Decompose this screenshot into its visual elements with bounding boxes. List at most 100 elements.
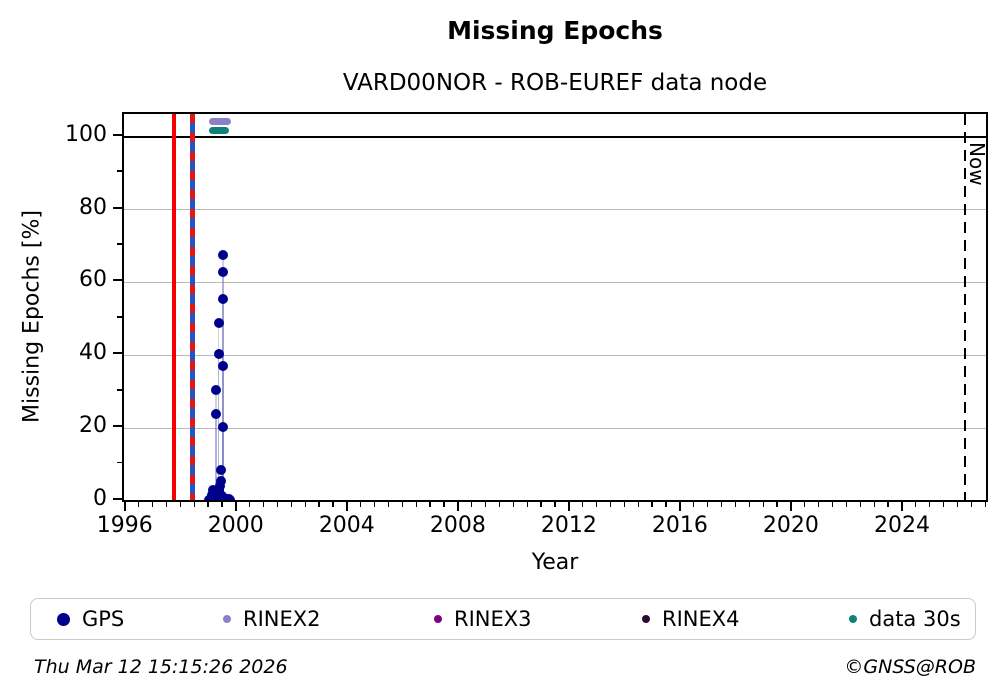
gps-connector	[222, 255, 224, 500]
x-minor-tick	[984, 502, 986, 507]
x-major-tick	[234, 502, 237, 511]
gps-point	[213, 348, 224, 359]
y-minor-tick	[117, 462, 122, 464]
x-minor-tick	[595, 502, 598, 507]
x-minor-tick	[179, 502, 181, 507]
x-minor-tick	[942, 502, 945, 507]
data-30s-marker-icon	[849, 615, 857, 623]
x-minor-tick	[401, 502, 403, 507]
legend-label-rinex2: RINEX2	[243, 606, 321, 631]
x-minor-tick	[415, 502, 417, 507]
x-minor-tick	[956, 502, 959, 507]
gps-connector	[222, 426, 224, 500]
gps-connector	[222, 298, 224, 500]
x-minor-tick	[373, 502, 376, 507]
event-line-blue	[189, 114, 195, 500]
copyright-text: ©GNSS@ROB	[844, 656, 976, 678]
x-minor-tick	[609, 502, 612, 507]
x-minor-tick	[665, 502, 667, 507]
x-minor-tick	[804, 502, 806, 507]
100-percent-line	[124, 135, 986, 138]
y-gridline	[124, 427, 986, 429]
x-major-tick	[900, 502, 903, 511]
y-major-tick	[113, 206, 122, 209]
x-minor-tick	[151, 502, 154, 507]
y-minor-tick	[117, 389, 122, 391]
y-major-tick	[113, 133, 122, 136]
gps-connector	[222, 271, 224, 500]
y-minor-tick	[117, 170, 122, 172]
x-minor-tick	[720, 502, 723, 507]
gps-connector	[222, 366, 224, 500]
x-minor-tick	[707, 502, 709, 507]
legend-item-gps: GPS	[57, 599, 124, 639]
x-minor-tick	[276, 502, 279, 507]
y-major-tick	[113, 279, 122, 282]
chart-title: Missing Epochs	[447, 16, 663, 45]
x-minor-tick	[318, 502, 320, 507]
timestamp-text: Thu Mar 12 15:15:26 2026	[34, 656, 288, 678]
x-minor-tick	[498, 502, 501, 507]
x-tick-label: 2004	[318, 513, 375, 538]
gps-point	[218, 250, 229, 261]
x-minor-tick	[429, 502, 431, 507]
y-tick-label: 40	[79, 340, 107, 366]
y-major-tick	[113, 352, 122, 355]
x-minor-tick	[526, 502, 528, 507]
rinex4-marker-icon	[642, 615, 650, 623]
chart-subtitle: VARD00NOR - ROB-EUREF data node	[342, 70, 768, 96]
gps-connector	[215, 390, 217, 500]
legend-item-rinex3: RINEX3	[434, 599, 532, 639]
x-minor-tick	[734, 502, 737, 507]
y-minor-tick	[117, 316, 122, 318]
x-tick-label: 2000	[207, 513, 264, 538]
x-major-tick	[567, 502, 570, 511]
x-minor-tick	[929, 502, 931, 507]
x-minor-tick	[387, 502, 390, 507]
legend-label-gps: GPS	[82, 606, 125, 631]
gps-point	[216, 465, 227, 476]
gps-connector	[215, 413, 217, 500]
y-tick-label: 60	[79, 267, 107, 293]
x-minor-tick	[623, 502, 626, 507]
y-tick-label: 0	[93, 486, 107, 512]
x-minor-tick	[221, 502, 223, 507]
x-minor-tick	[207, 502, 209, 507]
legend-label-data-30s: data 30s	[869, 606, 961, 631]
x-minor-tick	[845, 502, 848, 507]
legend-item-data-30s: data 30s	[849, 599, 961, 639]
gps-point	[213, 317, 224, 328]
x-minor-tick	[262, 502, 265, 507]
rinex3-marker-icon	[434, 615, 442, 623]
y-major-tick	[113, 425, 122, 428]
gps-marker-icon	[57, 612, 70, 626]
gps-point	[218, 361, 229, 372]
y-axis-label: Missing Epochs [%]	[19, 210, 45, 423]
rinex2-bar	[208, 117, 231, 125]
x-tick-label: 2008	[429, 513, 486, 538]
x-minor-tick	[831, 502, 834, 507]
gps-point	[210, 385, 221, 396]
x-tick-label: 2016	[651, 513, 708, 538]
x-minor-tick	[582, 502, 584, 507]
y-tick-label: 20	[79, 413, 107, 439]
x-minor-tick	[484, 502, 487, 507]
x-major-tick	[345, 502, 348, 511]
x-tick-label: 2012	[540, 513, 597, 538]
y-gridline	[124, 208, 986, 210]
x-major-tick	[123, 502, 126, 511]
data-30s-bar	[208, 127, 230, 135]
y-gridline	[124, 281, 986, 283]
gps-point	[218, 266, 229, 277]
x-major-tick	[456, 502, 459, 511]
x-minor-tick	[818, 502, 820, 507]
x-minor-tick	[651, 502, 653, 507]
x-minor-tick	[540, 502, 542, 507]
x-minor-tick	[887, 502, 889, 507]
gps-point	[218, 421, 229, 432]
x-major-tick	[678, 502, 681, 511]
x-minor-tick	[762, 502, 764, 507]
x-minor-tick	[193, 502, 195, 507]
y-tick-label: 80	[79, 194, 107, 220]
